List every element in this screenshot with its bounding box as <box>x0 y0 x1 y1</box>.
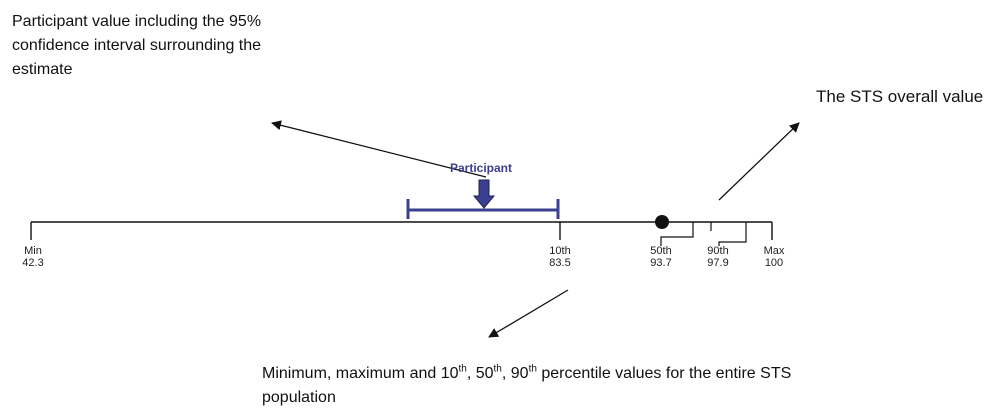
participant-annotation: Participant value including the 95% conf… <box>12 13 262 78</box>
marker-50th-name: 50th <box>650 245 672 257</box>
superscript-10th: th <box>458 363 467 375</box>
marker-min: Min 42.3 <box>11 245 55 269</box>
marker-max-name: Max <box>763 245 785 257</box>
participant-arrow-icon <box>472 179 496 209</box>
marker-max-value: 100 <box>764 257 784 269</box>
superscript-90th: th <box>528 363 537 375</box>
participant-label: Participant <box>449 161 512 175</box>
participant-pointer-arrow <box>271 120 487 178</box>
percentile-annotation-suffix: percentile values for the entire STS pop… <box>262 365 792 406</box>
marker-10th-value: 83.5 <box>549 257 571 269</box>
marker-min-name: Min <box>24 245 42 257</box>
marker-10th-name: 10th <box>549 245 571 257</box>
marker-min-value: 42.3 <box>22 257 44 269</box>
superscript-50th: th <box>493 363 502 375</box>
marker-50th-value: 93.7 <box>650 257 672 269</box>
percentile-annotation: Minimum, maximum and 10th, 50th, 90th pe… <box>262 362 822 410</box>
marker-90th-name: 90th <box>707 245 729 257</box>
marker-90th-value: 97.9 <box>707 257 729 269</box>
sts-overall-annotation: The STS overall value <box>816 87 984 106</box>
marker-max: Max 100 <box>752 245 796 269</box>
sts-overall-marker <box>655 215 669 229</box>
percentile-annotation-prefix: Minimum, maximum and 10 <box>262 365 459 382</box>
marker-90th: 90th 97.9 <box>696 245 740 269</box>
sts-pointer-arrow <box>718 122 800 201</box>
marker-50th: 50th 93.7 <box>639 245 683 269</box>
percentile-annotation-mid1: , 50 <box>466 365 494 382</box>
percentile-pointer-arrow <box>488 289 569 338</box>
marker-10th: 10th 83.5 <box>538 245 582 269</box>
percentile-annotation-mid2: , 90 <box>501 365 529 382</box>
bracket-90th <box>718 222 747 246</box>
bracket-50th <box>660 222 694 246</box>
